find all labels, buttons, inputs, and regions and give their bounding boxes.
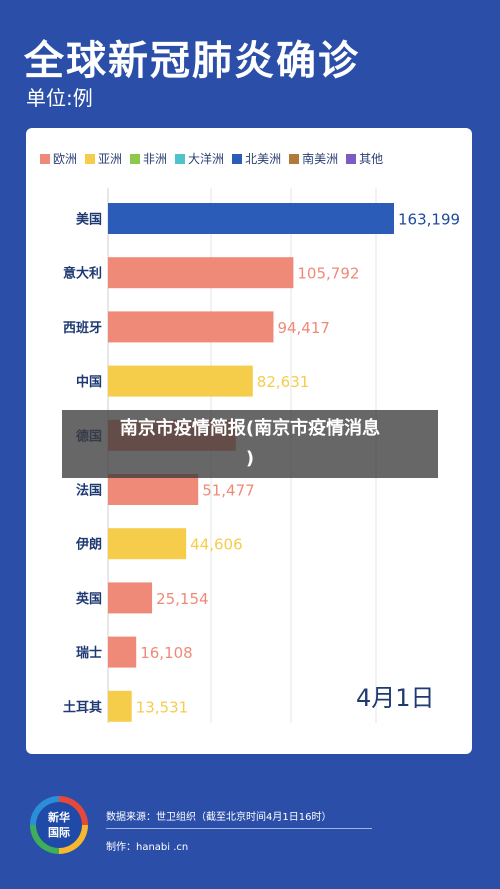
- legend-swatch: [346, 153, 357, 164]
- category-label: 土耳其: [63, 699, 102, 715]
- legend-item: 大洋洲: [175, 150, 224, 167]
- bar: [108, 257, 294, 289]
- category-label: 伊朗: [75, 537, 102, 553]
- bar: [108, 474, 199, 505]
- bar: [108, 582, 153, 614]
- unit-label: 单位:例: [26, 86, 93, 110]
- overlay-line1: 南京市疫情简报(南京市疫情消息: [119, 418, 381, 439]
- bar: [108, 203, 394, 234]
- footer-divider: [106, 828, 372, 829]
- maker-credit: 制作：hanabi .cn: [106, 842, 189, 853]
- legend-item: 其他: [346, 150, 383, 167]
- value-label: 163,199: [398, 211, 460, 229]
- bar: [108, 311, 274, 343]
- bar: [108, 690, 132, 722]
- bar: [108, 365, 253, 397]
- value-label: 25,154: [156, 590, 209, 608]
- legend-label: 非洲: [143, 152, 168, 166]
- data-source: 数据来源：世卫组织（截至北京时间4月1日16时）: [106, 812, 332, 823]
- legend-label: 南美洲: [302, 152, 339, 166]
- value-label: 105,792: [297, 265, 359, 283]
- overlay-line2: ): [245, 448, 255, 469]
- value-label: 13,531: [136, 698, 189, 716]
- bar: [108, 528, 187, 560]
- legend-label: 北美洲: [245, 152, 282, 166]
- legend-swatch: [232, 153, 243, 164]
- value-label: 94,417: [277, 319, 330, 337]
- value-label: 44,606: [190, 536, 243, 554]
- date-label: 4月1日: [356, 684, 435, 712]
- legend-swatch: [85, 153, 96, 164]
- legend-swatch: [40, 153, 50, 164]
- category-label: 美国: [76, 212, 102, 228]
- footer: 新华国际 数据来源：世卫组织（截至北京时间4月1日16时） 制作：hanabi …: [0, 760, 500, 889]
- category-label: 瑞士: [76, 645, 102, 661]
- legend-swatch: [289, 153, 300, 164]
- legend-label: 大洋洲: [188, 152, 225, 166]
- xinhua-international-logo: 新华 国际: [30, 796, 88, 854]
- value-label: 16,108: [140, 644, 193, 662]
- legend-label: 其他: [359, 152, 384, 166]
- legend-item: 欧洲: [40, 150, 77, 167]
- legend-label: 亚洲: [98, 152, 123, 166]
- category-label: 西班牙: [63, 320, 102, 336]
- logo-line2: 国际: [48, 826, 70, 839]
- category-label: 法国: [76, 483, 102, 499]
- legend-item: 非洲: [130, 150, 167, 167]
- legend-label: 欧洲: [53, 152, 78, 166]
- logo-line1: 新华: [48, 811, 70, 824]
- legend-item: 北美洲: [232, 150, 281, 167]
- legend-item: 亚洲: [85, 150, 122, 167]
- page-title: 全球新冠肺炎确诊: [24, 38, 360, 84]
- value-label: 51,477: [202, 482, 255, 500]
- category-label: 中国: [76, 374, 102, 390]
- legend-swatch: [175, 153, 186, 164]
- category-label: 英国: [75, 591, 102, 607]
- category-label: 意大利: [63, 266, 102, 282]
- watermark-overlay: 南京市疫情简报(南京市疫情消息 ): [62, 410, 438, 478]
- legend-swatch: [130, 153, 141, 164]
- bar: [108, 636, 137, 668]
- legend: 欧洲 亚洲 非洲 大洋洲 北美洲 南美洲 其他: [40, 150, 383, 167]
- value-label: 82,631: [257, 373, 310, 391]
- legend-item: 南美洲: [289, 150, 338, 167]
